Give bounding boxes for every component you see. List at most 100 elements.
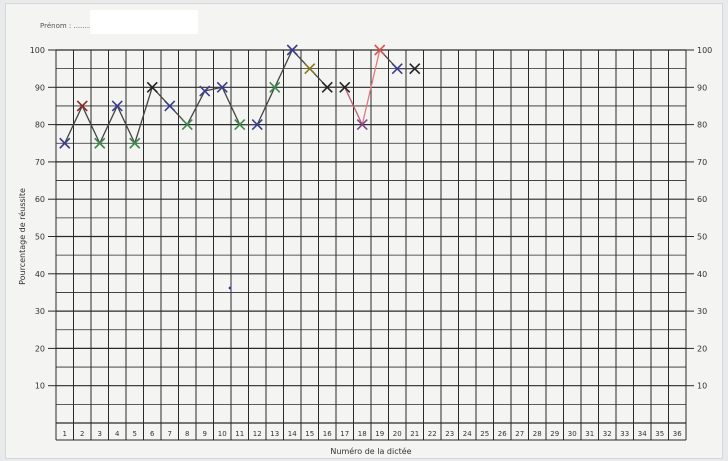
y-tick-label: 60	[697, 195, 707, 204]
y-tick-label: 80	[697, 121, 707, 130]
x-tick-label: 23	[445, 430, 454, 438]
data-point-marker	[356, 119, 368, 131]
y-axis-right: 10 20 30 40 50 60 70 80 90 100	[686, 46, 712, 391]
data-point-marker	[391, 63, 403, 75]
x-tick-label: 4	[115, 430, 120, 438]
data-point-marker	[409, 63, 421, 75]
ink-dot	[228, 286, 232, 290]
y-tick-label: 40	[697, 270, 707, 279]
series-segment	[64, 105, 83, 144]
marker-stroke	[129, 137, 141, 149]
data-point-marker	[146, 81, 158, 93]
data-point-marker	[164, 100, 176, 112]
x-tick-label: 19	[375, 430, 384, 438]
y-tick-label: 10	[697, 382, 707, 391]
data-point-marker	[286, 44, 298, 56]
data-point-marker	[374, 44, 386, 56]
x-tick-label: 35	[655, 430, 664, 438]
y-tick-label: 10	[35, 382, 45, 391]
marker-stroke	[286, 44, 298, 56]
y-tick-label: 70	[35, 158, 45, 167]
x-tick-label: 9	[203, 430, 207, 438]
x-tick-label: 28	[533, 430, 542, 438]
x-tick-label: 6	[150, 430, 155, 438]
marker-stroke	[374, 44, 386, 56]
x-tick-label: 5	[133, 430, 137, 438]
x-tick-label: 13	[270, 430, 279, 438]
x-tick-label: 34	[638, 430, 647, 438]
marker-stroke	[304, 63, 316, 75]
x-axis: 1 2 3 4 5 6 7 8 9 10 11 12 13 14 15 16 17 18 19 20 21 22 23 24 2…	[63, 430, 683, 438]
x-axis-label: Numéro de la dictée	[330, 446, 411, 456]
data-point-marker	[234, 119, 246, 131]
y-axis-left: 10 20 30 40 50 60 70 80 90 100	[30, 46, 56, 391]
series-segment	[361, 49, 381, 125]
x-tick-label: 30	[568, 430, 577, 438]
marker-stroke	[391, 63, 403, 75]
marker-stroke	[356, 119, 368, 131]
y-tick-label: 80	[35, 121, 45, 130]
series-segment	[274, 49, 293, 88]
x-tick-label: 26	[498, 430, 507, 438]
x-tick-label: 29	[550, 430, 559, 438]
x-tick-label: 20	[393, 430, 402, 438]
name-redaction-box	[90, 10, 198, 34]
y-tick-label: 30	[697, 307, 707, 316]
data-point-marker	[251, 119, 263, 131]
x-tick-label: 7	[168, 430, 172, 438]
marker-stroke	[216, 81, 228, 93]
y-tick-label: 40	[35, 270, 45, 279]
marker-stroke	[94, 137, 106, 149]
data-point-marker	[304, 63, 316, 75]
x-tick-label: 21	[410, 430, 419, 438]
y-tick-label: 30	[35, 307, 45, 316]
marker-stroke	[269, 81, 281, 93]
worksheet-paper: Prénom : ..............................	[6, 4, 722, 458]
marker-stroke	[111, 100, 123, 112]
y-tick-label: 90	[697, 83, 707, 92]
x-tick-label: 2	[80, 430, 84, 438]
series-segment	[221, 87, 241, 125]
y-tick-label: 90	[35, 83, 45, 92]
y-tick-label: 20	[35, 344, 45, 353]
x-tick-label: 32	[603, 430, 612, 438]
y-tick-label: 50	[35, 233, 45, 242]
y-axis-label: Pourcentage de réussite	[17, 188, 27, 285]
series-line	[64, 49, 415, 144]
y-tick-label: 100	[30, 46, 45, 55]
series-segment	[99, 105, 118, 144]
marker-stroke	[181, 119, 193, 131]
marker-stroke	[251, 119, 263, 131]
x-tick-label: 18	[358, 430, 367, 438]
y-tick-label: 20	[697, 344, 707, 353]
data-point-marker	[216, 81, 228, 93]
data-point-marker	[199, 85, 211, 97]
x-tick-label: 17	[340, 430, 349, 438]
data-point-marker	[269, 81, 281, 93]
marker-stroke	[234, 119, 246, 131]
x-tick-label: 31	[585, 430, 594, 438]
x-tick-label: 33	[620, 430, 629, 438]
x-tick-label: 1	[63, 430, 67, 438]
marker-stroke	[199, 85, 211, 97]
data-point-marker	[181, 119, 193, 131]
x-tick-label: 25	[480, 430, 489, 438]
data-point-marker	[339, 81, 351, 93]
series-segment	[256, 87, 276, 125]
marker-stroke	[321, 81, 333, 93]
series-markers	[59, 44, 421, 149]
x-tick-label: 24	[463, 430, 472, 438]
marker-stroke	[76, 100, 88, 112]
x-tick-label: 27	[515, 430, 524, 438]
data-point-marker	[129, 137, 141, 149]
x-tick-label: 3	[98, 430, 102, 438]
chart-grid	[55, 49, 687, 441]
x-tick-label: 16	[323, 430, 332, 438]
y-tick-label: 50	[697, 233, 707, 242]
x-tick-label: 8	[185, 430, 189, 438]
data-point-marker	[321, 81, 333, 93]
data-point-marker	[94, 137, 106, 149]
series-segment	[134, 87, 153, 144]
data-point-marker	[76, 100, 88, 112]
